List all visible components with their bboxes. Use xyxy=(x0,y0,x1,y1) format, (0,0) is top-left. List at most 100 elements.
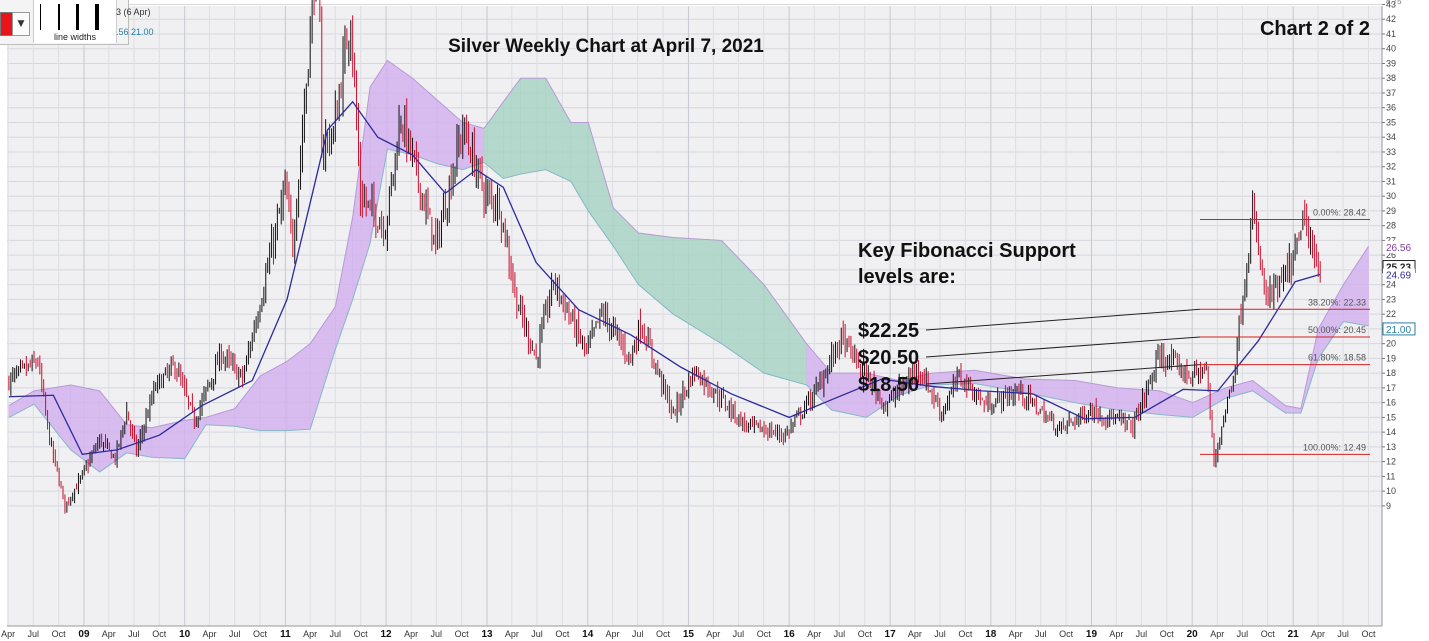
y-tick-label: 11 xyxy=(1386,471,1395,481)
y-tick-label: 17 xyxy=(1386,383,1396,393)
fib-label: 38.20%: 22.33 xyxy=(1308,297,1366,307)
x-tick-label: 18 xyxy=(985,629,997,640)
price-marker-box xyxy=(1382,322,1416,336)
x-tick-label: Oct xyxy=(253,629,268,639)
price-marker-box xyxy=(1383,240,1415,253)
x-tick-label: Jul xyxy=(1035,629,1047,639)
y-tick-label: 36 xyxy=(1386,103,1396,113)
x-tick-label: 21 xyxy=(1288,629,1300,640)
y-tick-label: 40 xyxy=(1386,44,1396,54)
x-tick-label: Apr xyxy=(606,629,620,639)
x-tick-label: Apr xyxy=(807,629,821,639)
x-tick-label: Oct xyxy=(958,629,973,639)
x-tick-label: Oct xyxy=(858,629,873,639)
y-tick-label: 26 xyxy=(1386,250,1396,260)
x-tick-label: Jul xyxy=(531,629,543,639)
y-tick-label: 33 xyxy=(1386,147,1396,157)
fibonacci-levels: 0.00%: 28.42 38.20%: 22.33 50.00%: 20.45 61… xyxy=(1199,207,1370,455)
support-label: $18.50 xyxy=(858,374,919,396)
y-tick-label: 10 xyxy=(1386,486,1396,496)
support-annotations: $22.25 $20.50 $18.50 Key Fibonacci Support l… xyxy=(858,240,1201,396)
x-tick-label: 14 xyxy=(582,629,594,640)
y-tick-label: 13 xyxy=(1386,442,1396,452)
fib-label: 0.00%: 28.42 xyxy=(1313,207,1366,217)
price-marker-box xyxy=(1383,268,1415,281)
x-tick-label: Jul xyxy=(431,629,443,639)
y-tick-label: 34 xyxy=(1386,132,1396,142)
x-tick-label: Apr xyxy=(102,629,116,639)
fib-label: 100.00%: 12.49 xyxy=(1303,442,1366,452)
x-tick-label: 19 xyxy=(1086,629,1098,640)
y-tick-label: 39 xyxy=(1386,58,1396,68)
y-tick-label: 28 xyxy=(1386,221,1396,231)
y-axis: 9101112131415161718192021222324252627282… xyxy=(1381,0,1402,626)
support-label: $22.25 xyxy=(858,320,919,342)
y-tick-label: 38 xyxy=(1386,73,1396,83)
x-tick-label: Oct xyxy=(555,629,570,639)
x-tick-label: Oct xyxy=(757,629,772,639)
y-tick-label: 12 xyxy=(1386,457,1396,467)
x-tick-label: Jul xyxy=(733,629,745,639)
x-tick-label: Jul xyxy=(834,629,846,639)
y-tick-label: 29 xyxy=(1386,206,1396,216)
y-top-label: 8.75 xyxy=(1386,0,1402,6)
annotation-heading: levels are: xyxy=(858,266,956,288)
support-connector xyxy=(925,364,1201,385)
support-label: $20.50 xyxy=(858,347,919,369)
x-tick-label: Apr xyxy=(1210,629,1224,639)
x-tick-label: 11 xyxy=(280,629,291,640)
y-tick-label: 41 xyxy=(1386,29,1396,39)
y-tick-label: 9 xyxy=(1386,501,1391,511)
y-tick-label: 43 xyxy=(1386,0,1396,9)
y-tick-label: 27 xyxy=(1386,235,1396,245)
y-tick-label: 42 xyxy=(1386,14,1396,24)
line-widths-control[interactable]: line widths xyxy=(33,0,117,43)
x-axis: Apr Jul Oct 09 Apr Jul Oct 10 Apr Jul Oct 11 Apr Jul O… xyxy=(1,625,1382,640)
support-connector xyxy=(925,336,1201,358)
x-tick-label: Jul xyxy=(1337,629,1349,639)
x-tick-label: Oct xyxy=(1361,629,1376,639)
x-tick-label: 15 xyxy=(683,629,695,640)
x-tick-label: Jul xyxy=(27,629,39,639)
y-tick-label: 15 xyxy=(1386,412,1396,422)
line-widths-label: line widths xyxy=(53,32,97,42)
x-tick-label: 10 xyxy=(179,629,191,640)
y-tick-label: 23 xyxy=(1386,294,1396,304)
x-tick-label: Jul xyxy=(1136,629,1148,639)
y-tick-label: 16 xyxy=(1386,398,1396,408)
x-tick-label: Jul xyxy=(934,629,946,639)
price-marker-label: 24.69 xyxy=(1386,270,1411,281)
x-tick-label: Apr xyxy=(1009,629,1023,639)
toolbar-values-fragment: .56 21.00 xyxy=(116,27,154,37)
chart-counter: Chart 2 of 2 xyxy=(1260,18,1370,40)
y-tick-label: 37 xyxy=(1386,88,1396,98)
x-tick-label: Jul xyxy=(128,629,140,639)
y-tick-label: 18 xyxy=(1386,368,1396,378)
x-tick-label: Oct xyxy=(152,629,167,639)
y-tick-label: 30 xyxy=(1386,191,1396,201)
x-tick-label: Apr xyxy=(202,629,216,639)
y-tick-label: 22 xyxy=(1386,309,1396,319)
cloud-segment xyxy=(462,122,485,170)
cloud-layer xyxy=(8,59,1369,473)
cloud-segment xyxy=(520,77,547,175)
chart-toolbar: ▼ line widths 3 (6 Apr) .56 21.00 xyxy=(0,0,154,45)
x-tick-label: Apr xyxy=(1109,629,1123,639)
x-tick-label: Apr xyxy=(1,629,15,639)
x-tick-label: Jul xyxy=(330,629,342,639)
fib-label: 61.80%: 18.58 xyxy=(1308,353,1366,363)
x-tick-label: Oct xyxy=(1160,629,1175,639)
chevron-down-icon[interactable]: ▼ xyxy=(12,12,30,36)
cloud-edge-b xyxy=(8,148,1369,473)
x-tick-label: Apr xyxy=(706,629,720,639)
x-tick-label: Oct xyxy=(354,629,369,639)
cloud-edge-a xyxy=(8,59,1369,429)
toolbar-date-fragment: 3 (6 Apr) xyxy=(116,7,151,17)
line-width-bars-icon xyxy=(38,4,112,31)
y-tick-label: 14 xyxy=(1386,427,1396,437)
x-tick-label: Apr xyxy=(303,629,317,639)
support-connector xyxy=(925,308,1201,331)
x-tick-label: Apr xyxy=(1311,629,1325,639)
